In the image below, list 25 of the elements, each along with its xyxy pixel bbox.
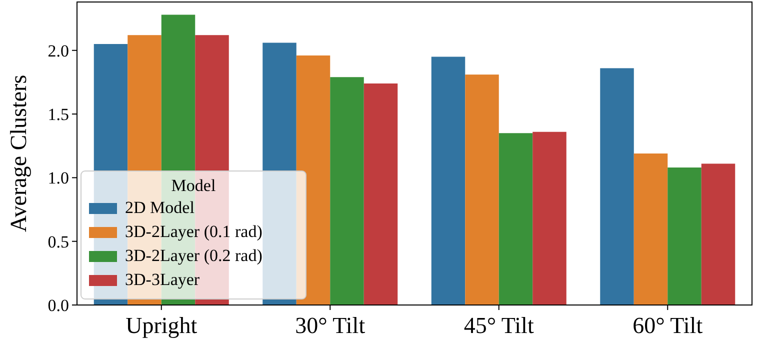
x-tick-label: 30° Tilt [295,313,366,338]
y-tick-label: 1.0 [48,168,69,188]
x-tick-label: 60° Tilt [632,313,704,338]
legend-label: 3D-2Layer (0.1 rad) [125,222,262,241]
legend-label: 3D-3Layer [125,270,200,289]
legend-label: 3D-2Layer (0.2 rad) [125,246,262,265]
y-tick-label: 2.0 [48,41,69,60]
y-axis-title: Average Clusters [6,74,31,232]
bar [634,154,668,305]
y-tick-label: 0.0 [48,296,69,315]
bar [701,164,736,305]
bar [364,83,398,305]
y-tick-label: 1.5 [48,104,69,124]
y-tick-label: 0.5 [48,232,69,252]
bar [532,132,566,305]
bar [600,68,634,305]
legend-title: Model [171,176,216,195]
x-tick-label: Upright [126,313,198,338]
bar [498,133,533,305]
x-tick-label: 45° Tilt [464,313,534,338]
bar [330,77,364,305]
bar [465,74,499,305]
bar [431,56,466,305]
bar [668,168,702,305]
legend-label: 2D Model [125,198,195,217]
